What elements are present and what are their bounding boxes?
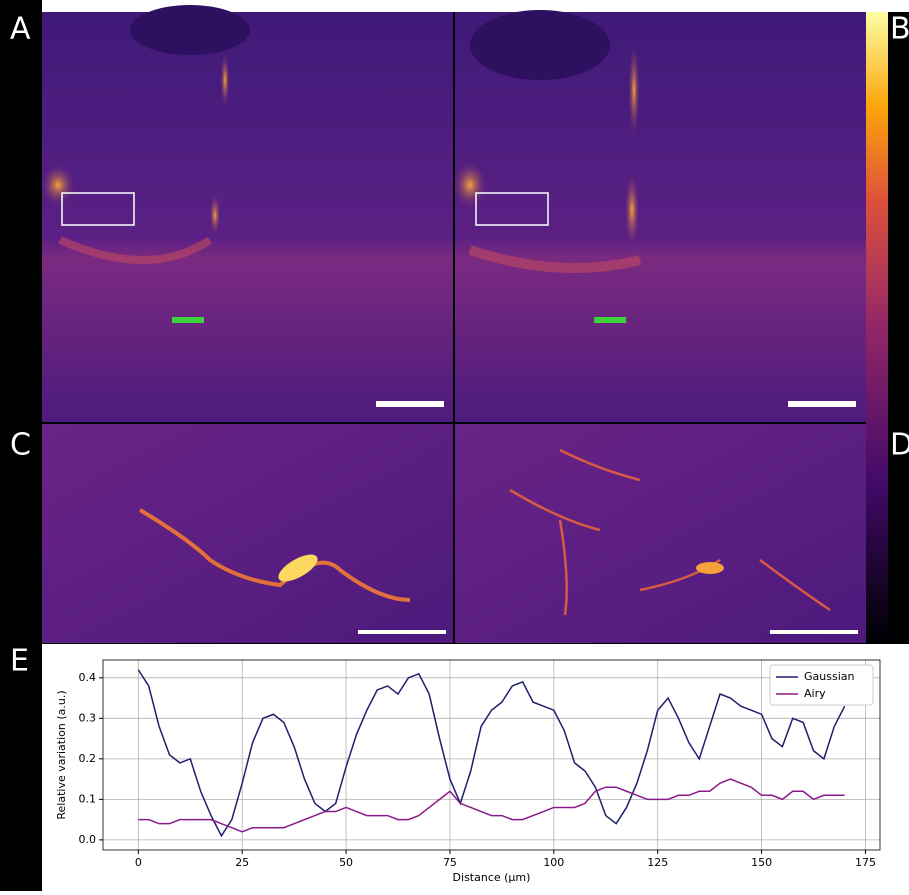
data-line bbox=[138, 779, 844, 832]
y-axis-label: Relative variation (a.u.) bbox=[55, 690, 68, 819]
y-tick-label: 0.4 bbox=[79, 671, 97, 684]
panel-label: C bbox=[10, 428, 31, 463]
figure: A B C D E 0.0 0.1 0.2 0.3 0.4 0 25 50 75 100 125 15… bbox=[0, 0, 909, 891]
panel-label: A bbox=[10, 12, 31, 47]
legend-label: Airy bbox=[804, 687, 826, 700]
panel-label: D bbox=[890, 428, 909, 463]
panel-label: B bbox=[890, 12, 909, 47]
y-tick-label: 0.3 bbox=[79, 711, 97, 724]
x-axis-label: Distance (µm) bbox=[453, 871, 531, 884]
panel-c-image bbox=[42, 424, 453, 643]
legend-label: Gaussian bbox=[804, 670, 854, 683]
x-tick-label: 175 bbox=[855, 856, 876, 869]
x-tick-label: 0 bbox=[135, 856, 142, 869]
y-tick-label: 0.2 bbox=[79, 752, 97, 765]
axes-frame bbox=[103, 660, 880, 850]
y-tick-label: 0.0 bbox=[79, 833, 97, 846]
y-tick-label: 0.1 bbox=[79, 792, 97, 805]
colorbar bbox=[866, 12, 888, 640]
x-tick-label: 25 bbox=[235, 856, 249, 869]
panel-a-image bbox=[40, 5, 453, 422]
x-tick-label: 50 bbox=[339, 856, 353, 869]
x-tick-label: 100 bbox=[543, 856, 564, 869]
data-line bbox=[138, 670, 844, 836]
panel-label: E bbox=[10, 644, 29, 679]
line-chart: 0.0 0.1 0.2 0.3 0.4 0 25 50 75 100 125 150 175 Distan… bbox=[55, 660, 880, 884]
x-tick-label: 150 bbox=[751, 856, 772, 869]
x-tick-label: 75 bbox=[443, 856, 457, 869]
panel-b-image bbox=[452, 10, 866, 422]
panel-d-image bbox=[455, 424, 866, 643]
x-tick-label: 125 bbox=[647, 856, 668, 869]
